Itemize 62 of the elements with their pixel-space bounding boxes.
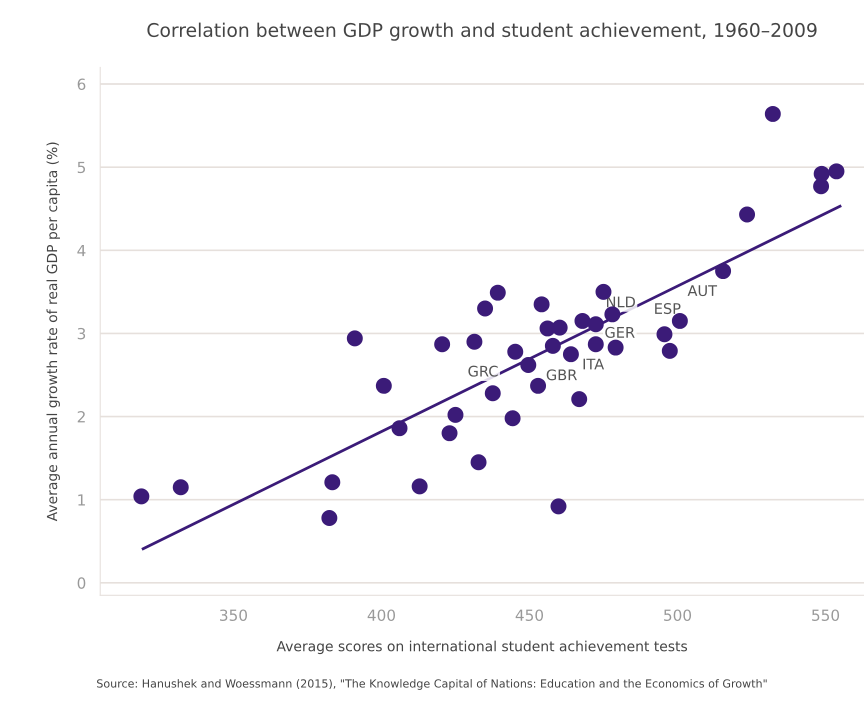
y-tick-label: 0	[78, 577, 86, 589]
annotation: ITA	[584, 358, 604, 370]
y-tick-label: 4	[77, 244, 86, 256]
point	[588, 316, 604, 332]
annotation: AUT	[688, 285, 718, 296]
annotation: NLD	[607, 296, 635, 308]
annotation: ESP	[655, 303, 680, 314]
point	[442, 425, 458, 442]
point	[562, 346, 579, 362]
point	[604, 306, 620, 322]
x-axis-title: Average scores on international student achievement tests	[276, 640, 688, 654]
y-axis-title: Average annual growth rate of real GDP per capita (%)	[46, 142, 60, 522]
point	[504, 410, 521, 426]
point	[588, 336, 604, 352]
x-tick-label: 400	[368, 609, 396, 622]
point	[552, 320, 568, 336]
point	[490, 284, 506, 301]
point	[172, 479, 189, 496]
point	[346, 330, 363, 346]
point	[477, 300, 494, 316]
point	[133, 488, 150, 504]
source-note: Source: Hanushek and Woessmann (2015), "The Knowledge Capital of Nations: Education and the Economics of Growth"	[97, 679, 767, 690]
y-tick-label: 1	[78, 494, 85, 506]
point	[814, 166, 830, 182]
point	[324, 474, 340, 490]
point	[530, 378, 546, 394]
point	[466, 334, 482, 350]
point	[828, 163, 844, 180]
point	[447, 406, 464, 423]
x-tick-label: 450	[516, 609, 544, 622]
x-tick-label: 500	[664, 609, 692, 622]
point	[739, 206, 756, 223]
x-tick-label: 550	[812, 609, 840, 622]
point	[470, 454, 487, 470]
y-tick-label: 3	[78, 328, 86, 340]
chart-title: Correlation between GDP growth and student achievement, 1960–2009	[147, 22, 817, 41]
annotation: GER	[605, 326, 635, 338]
y-tick-label: 6	[78, 78, 86, 90]
point	[321, 510, 338, 526]
point	[412, 478, 428, 494]
point	[571, 391, 588, 408]
point	[550, 498, 566, 514]
point	[656, 326, 672, 342]
point	[544, 338, 561, 354]
point	[608, 340, 624, 356]
x-tick-label: 350	[220, 609, 248, 622]
point	[574, 312, 590, 329]
annotation: GBR	[546, 369, 577, 380]
point	[534, 296, 550, 312]
point	[507, 344, 524, 360]
point	[672, 312, 688, 329]
point	[662, 342, 678, 359]
point	[484, 385, 501, 402]
point	[520, 357, 536, 373]
point	[392, 420, 408, 436]
y-tick-label: 5	[78, 162, 85, 174]
point	[434, 336, 450, 352]
point	[764, 106, 781, 122]
y-tick-label: 2	[78, 411, 85, 422]
point	[715, 263, 732, 280]
annotation: GRC	[468, 366, 498, 377]
point	[376, 378, 392, 394]
